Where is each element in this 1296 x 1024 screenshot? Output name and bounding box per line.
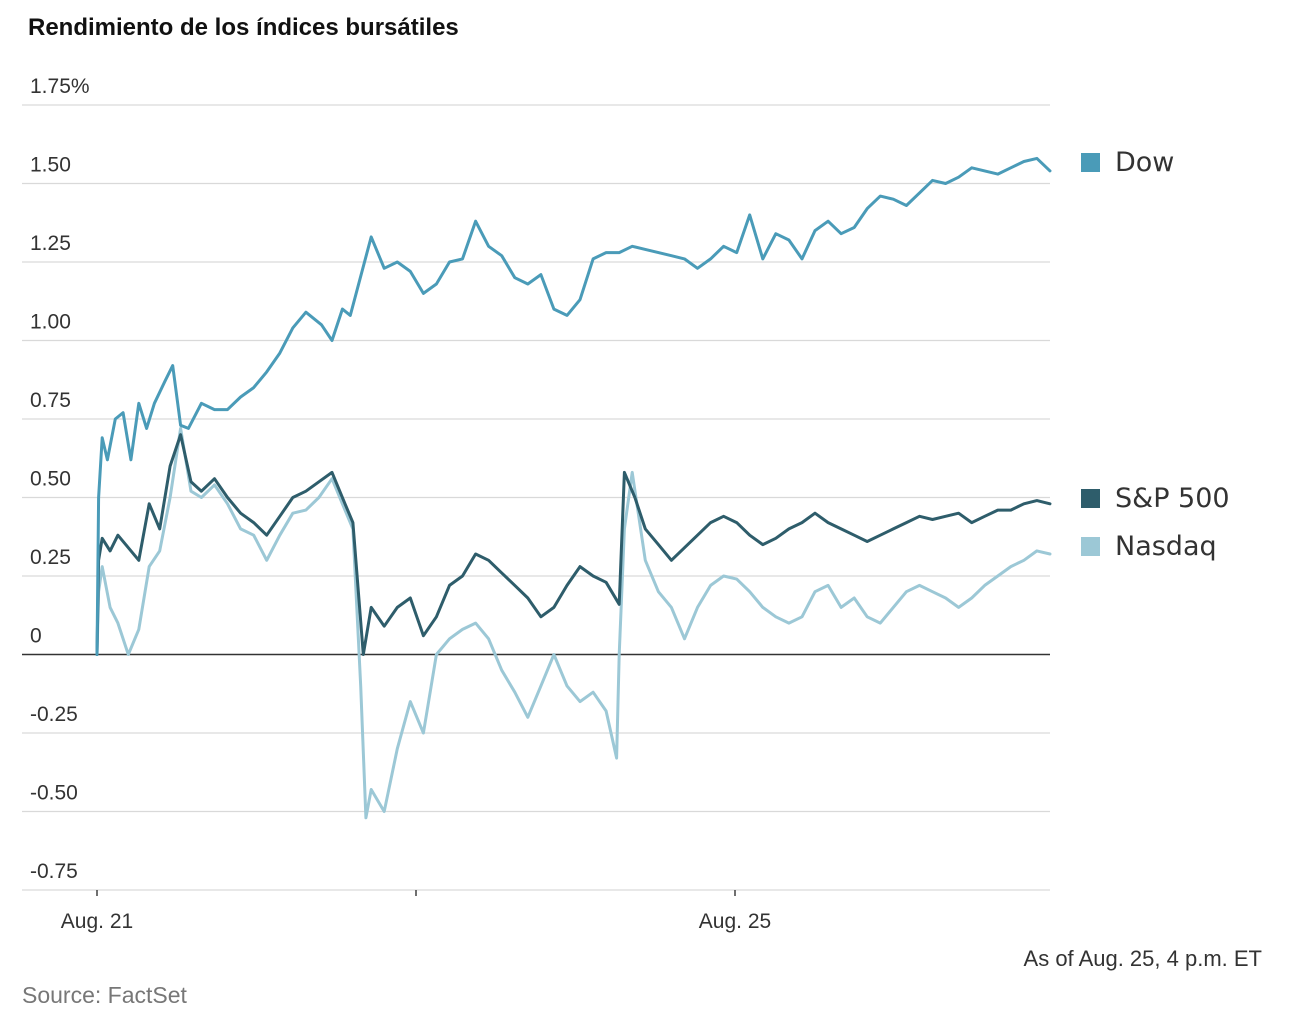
x-tick-label: Aug. 21 [61, 910, 133, 933]
chart-title: Rendimiento de los índices bursátiles [28, 14, 459, 41]
series-line-s-p-500 [95, 433, 1052, 656]
legend-swatch [1081, 537, 1100, 556]
as-of-note: As of Aug. 25, 4 p.m. ET [1023, 946, 1262, 971]
y-tick-label: 0.25 [30, 546, 71, 569]
y-axis-ticks: 1.75% 1.50 1.25 1.00 0.75 0.50 0.25 0 -0.25 -0.50… [30, 75, 90, 883]
legend-label: Dow [1115, 147, 1174, 178]
series-lines [95, 156, 1052, 820]
y-tick-label: 0.50 [30, 468, 71, 491]
y-tick-label: 1.50 [30, 154, 71, 177]
x-tick-label: Aug. 25 [699, 910, 771, 933]
y-tick-label: 1.25 [30, 232, 71, 255]
y-tick-label: 1.00 [30, 311, 71, 334]
y-tick-label: 0 [30, 625, 42, 648]
legend: Dow S&P 500 Nasdaq [1081, 147, 1230, 562]
legend-label: Nasdaq [1115, 531, 1217, 562]
legend-swatch [1081, 489, 1100, 508]
x-axis: Aug. 21 Aug. 25 [61, 890, 771, 933]
legend-label: S&P 500 [1115, 483, 1230, 514]
source-note: Source: FactSet [22, 982, 187, 1008]
gridlines [22, 104, 1050, 891]
y-tick-label: 1.75% [30, 75, 90, 98]
legend-swatch [1081, 153, 1100, 172]
y-tick-label: 0.75 [30, 389, 71, 412]
y-tick-label: -0.50 [30, 782, 78, 805]
series-line-dow [95, 156, 1052, 656]
y-tick-label: -0.75 [30, 860, 78, 883]
series-line-nasdaq [95, 426, 1052, 820]
y-tick-label: -0.25 [30, 703, 78, 726]
